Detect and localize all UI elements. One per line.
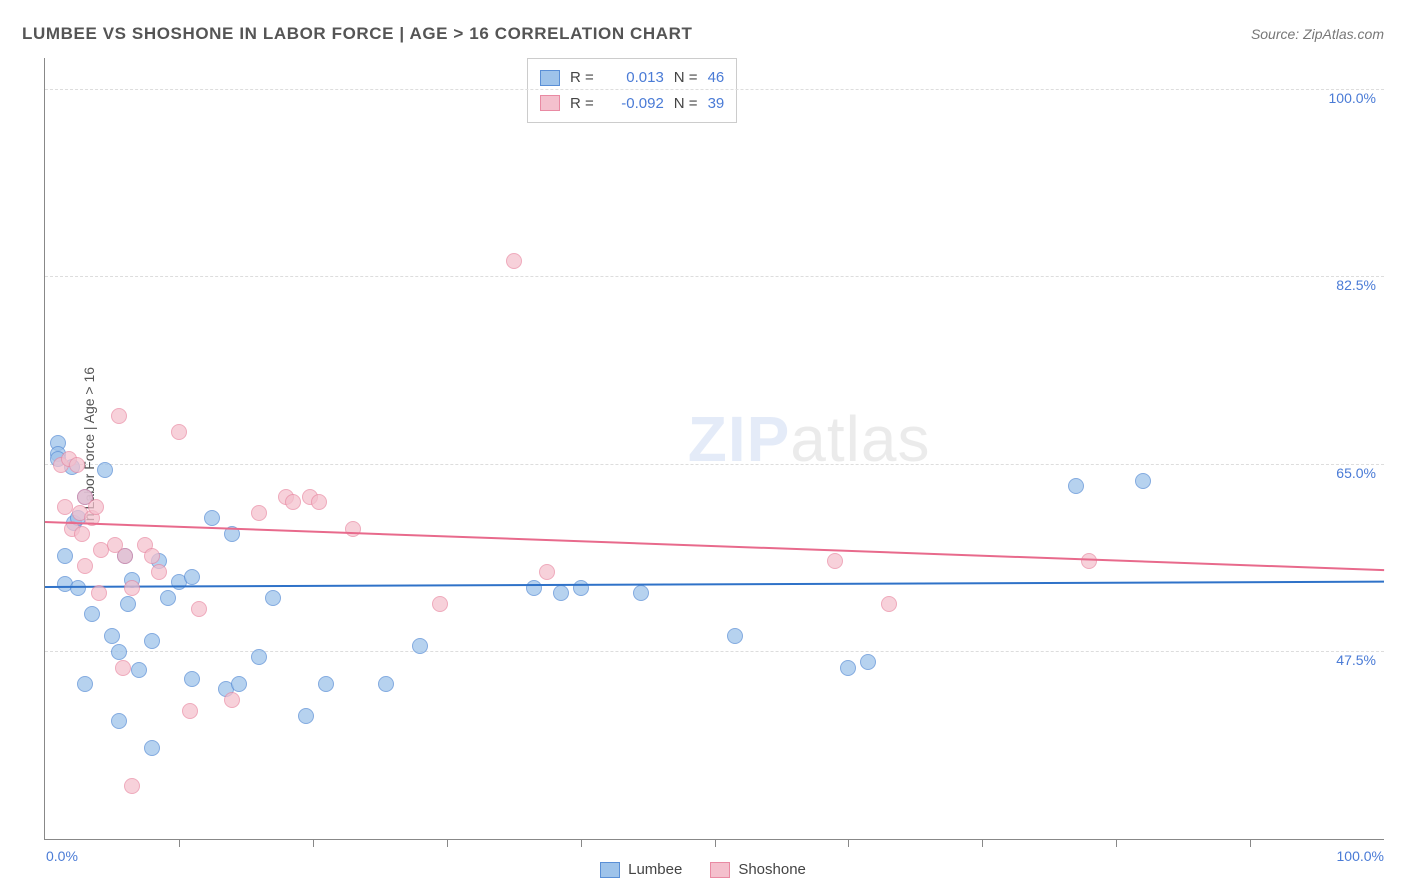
data-point-lumbee — [727, 628, 743, 644]
data-point-lumbee — [184, 671, 200, 687]
data-point-shoshone — [345, 521, 361, 537]
data-point-lumbee — [144, 740, 160, 756]
data-point-lumbee — [184, 569, 200, 585]
data-point-lumbee — [144, 633, 160, 649]
x-tick — [179, 839, 180, 847]
swatch-lumbee — [540, 70, 560, 86]
gridline — [45, 651, 1384, 652]
y-tick-label: 65.0% — [1336, 465, 1376, 481]
data-point-shoshone — [539, 564, 555, 580]
data-point-lumbee — [131, 662, 147, 678]
data-point-shoshone — [1081, 553, 1097, 569]
data-point-lumbee — [57, 548, 73, 564]
data-point-shoshone — [506, 253, 522, 269]
data-point-shoshone — [74, 526, 90, 542]
x-tick — [581, 839, 582, 847]
data-point-shoshone — [827, 553, 843, 569]
plot-area: ZIPatlas R = 0.013 N = 46 R = -0.092 N =… — [44, 58, 1384, 840]
source-label: Source: ZipAtlas.com — [1251, 26, 1384, 42]
data-point-lumbee — [318, 676, 334, 692]
x-tick — [1116, 839, 1117, 847]
y-tick-label: 47.5% — [1336, 652, 1376, 668]
data-point-lumbee — [160, 590, 176, 606]
data-point-lumbee — [265, 590, 281, 606]
stats-row-lumbee: R = 0.013 N = 46 — [540, 65, 724, 91]
legend-lumbee: Lumbee — [600, 861, 682, 878]
data-point-shoshone — [881, 596, 897, 612]
data-point-shoshone — [432, 596, 448, 612]
trend-line-lumbee — [45, 580, 1384, 587]
data-point-shoshone — [124, 580, 140, 596]
x-tick — [848, 839, 849, 847]
data-point-shoshone — [191, 601, 207, 617]
data-point-lumbee — [111, 713, 127, 729]
data-point-lumbee — [77, 676, 93, 692]
data-point-lumbee — [251, 649, 267, 665]
data-point-lumbee — [378, 676, 394, 692]
data-point-shoshone — [171, 424, 187, 440]
data-point-lumbee — [1135, 473, 1151, 489]
data-point-shoshone — [251, 505, 267, 521]
data-point-shoshone — [124, 778, 140, 794]
data-point-shoshone — [182, 703, 198, 719]
y-tick-label: 82.5% — [1336, 277, 1376, 293]
data-point-lumbee — [553, 585, 569, 601]
data-point-lumbee — [1068, 478, 1084, 494]
data-point-shoshone — [77, 558, 93, 574]
data-point-lumbee — [204, 510, 220, 526]
x-tick — [982, 839, 983, 847]
bottom-legend: Lumbee Shoshone — [0, 861, 1406, 878]
x-tick — [447, 839, 448, 847]
data-point-lumbee — [412, 638, 428, 654]
data-point-lumbee — [231, 676, 247, 692]
gridline — [45, 464, 1384, 465]
data-point-shoshone — [91, 585, 107, 601]
data-point-shoshone — [224, 692, 240, 708]
legend-shoshone: Shoshone — [710, 861, 806, 878]
stats-box: R = 0.013 N = 46 R = -0.092 N = 39 — [527, 58, 737, 123]
data-point-lumbee — [573, 580, 589, 596]
data-point-shoshone — [285, 494, 301, 510]
trend-line-shoshone — [45, 521, 1384, 571]
chart-title: LUMBEE VS SHOSHONE IN LABOR FORCE | AGE … — [22, 24, 693, 44]
data-point-lumbee — [633, 585, 649, 601]
data-point-shoshone — [69, 457, 85, 473]
x-tick — [715, 839, 716, 847]
data-point-lumbee — [860, 654, 876, 670]
data-point-lumbee — [84, 606, 100, 622]
data-point-lumbee — [526, 580, 542, 596]
data-point-lumbee — [840, 660, 856, 676]
data-point-lumbee — [120, 596, 136, 612]
x-tick — [313, 839, 314, 847]
data-point-lumbee — [104, 628, 120, 644]
data-point-shoshone — [88, 499, 104, 515]
stats-row-shoshone: R = -0.092 N = 39 — [540, 91, 724, 117]
y-tick-label: 100.0% — [1329, 90, 1376, 106]
data-point-shoshone — [151, 564, 167, 580]
data-point-shoshone — [144, 548, 160, 564]
data-point-shoshone — [117, 548, 133, 564]
data-point-shoshone — [115, 660, 131, 676]
swatch-lumbee-icon — [600, 862, 620, 878]
data-point-shoshone — [111, 408, 127, 424]
swatch-shoshone — [540, 95, 560, 111]
data-point-shoshone — [311, 494, 327, 510]
gridline — [45, 276, 1384, 277]
data-point-lumbee — [298, 708, 314, 724]
gridline — [45, 89, 1384, 90]
chart-container: LUMBEE VS SHOSHONE IN LABOR FORCE | AGE … — [0, 0, 1406, 892]
swatch-shoshone-icon — [710, 862, 730, 878]
x-tick — [1250, 839, 1251, 847]
data-point-lumbee — [97, 462, 113, 478]
data-point-shoshone — [57, 499, 73, 515]
data-point-lumbee — [111, 644, 127, 660]
